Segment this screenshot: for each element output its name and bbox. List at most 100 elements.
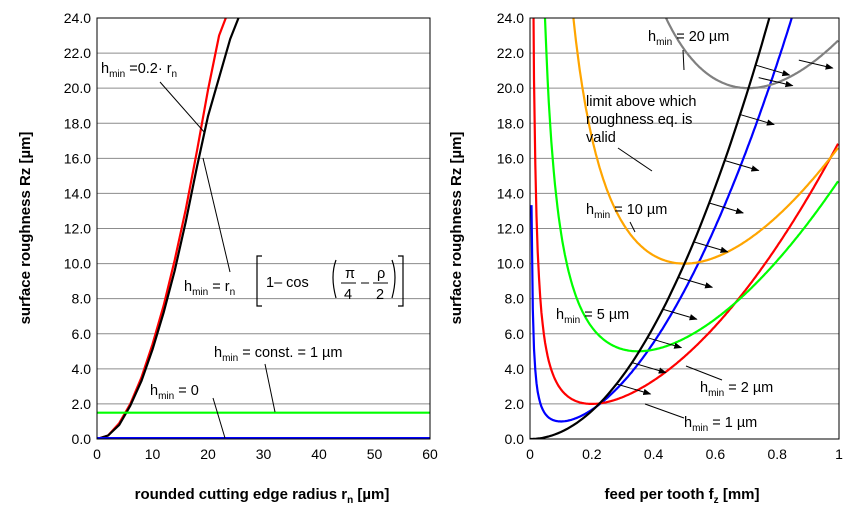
y-tick-label: 16.0 — [497, 150, 524, 166]
y-tick-label: 12.0 — [497, 221, 524, 237]
validity-arrow — [709, 202, 744, 214]
svg-text:2: 2 — [376, 287, 384, 303]
right-y-axis-title: surface roughness Rz [µm] — [448, 132, 465, 325]
left-gridlines — [97, 52, 430, 405]
y-tick-label: 2.0 — [505, 396, 525, 412]
x-tick-label: 1 — [835, 446, 843, 462]
svg-text:–: – — [361, 275, 370, 291]
leader-hmin-2 — [685, 365, 723, 381]
label-hmin-1: hmin = 1 µm — [684, 415, 757, 434]
left-series-line-1 — [97, 18, 240, 439]
y-tick-label: 8.0 — [505, 291, 525, 307]
left-y-axis-title: surface roughness Rz [µm] — [17, 132, 34, 325]
label-limit-line2: roughness eq. is — [586, 112, 692, 128]
x-tick-label: 0 — [526, 446, 534, 462]
y-tick-label: 22.0 — [497, 45, 524, 61]
y-tick-label: 20.0 — [497, 80, 524, 96]
x-tick-label: 0 — [93, 446, 101, 462]
bracket-left — [256, 255, 262, 307]
y-tick-label: 12.0 — [64, 221, 91, 237]
left-annotation-1-leader — [159, 81, 206, 134]
right-series — [530, 18, 839, 439]
validity-arrow — [755, 64, 791, 77]
leader-hmin-20 — [682, 49, 685, 71]
y-tick-label: 6.0 — [505, 326, 525, 342]
label-hmin-5: hmin = 5 µm — [556, 307, 629, 326]
validity-arrow — [739, 114, 775, 126]
y-tick-label: 14.0 — [64, 185, 91, 201]
right-series-line-4 — [664, 18, 839, 90]
left-annotation-zero: hmin = 0 — [150, 383, 199, 402]
y-tick-label: 10.0 — [497, 256, 524, 272]
leader-limit — [617, 147, 653, 172]
x-tick-label: 10 — [145, 446, 161, 462]
x-tick-label: 30 — [256, 446, 272, 462]
right-series-line-2 — [543, 18, 839, 353]
left-annotation-hmin-02rn: hmin =0.2· rn — [101, 61, 177, 80]
svg-text:ρ: ρ — [377, 266, 385, 282]
right-x-tick-labels: 0 0.2 0.4 0.6 0.8 1 — [526, 446, 843, 462]
leader-hmin-10 — [629, 221, 636, 233]
validity-arrow — [758, 77, 794, 88]
label-hmin-10: hmin = 10 µm — [586, 202, 667, 221]
x-tick-label: 50 — [367, 446, 383, 462]
right-x-axis-title: feed per tooth fz [mm] — [604, 486, 759, 505]
y-tick-label: 24.0 — [64, 10, 91, 26]
y-tick-label: 0.0 — [72, 431, 92, 447]
y-tick-label: 4.0 — [505, 361, 525, 377]
left-annotation-formula: hmin = rn 1– cos π 4 – ρ 2 — [184, 255, 404, 307]
validity-arrow — [631, 362, 667, 374]
validity-arrow — [662, 308, 698, 321]
right-validity-arrows — [616, 59, 834, 396]
y-tick-label: 2.0 — [72, 396, 92, 412]
y-tick-label: 20.0 — [64, 80, 91, 96]
y-tick-label: 6.0 — [72, 326, 92, 342]
leader-hmin-1 — [644, 403, 685, 419]
x-tick-label: 0.2 — [582, 446, 602, 462]
y-tick-label: 10.0 — [64, 256, 91, 272]
y-tick-label: 16.0 — [64, 150, 91, 166]
svg-text:hmin = rn: hmin = rn — [184, 279, 235, 298]
left-plot-frame — [96, 17, 431, 440]
x-tick-label: 20 — [200, 446, 216, 462]
right-series-line-1 — [532, 18, 839, 405]
label-limit-line1: limit above which — [586, 94, 696, 110]
right-plot-frame — [529, 17, 840, 440]
svg-text:1– cos: 1– cos — [266, 275, 309, 291]
right-series-line-3 — [572, 18, 839, 265]
svg-text:π: π — [345, 266, 355, 282]
paren-left — [332, 259, 337, 299]
y-tick-label: 18.0 — [497, 115, 524, 131]
y-tick-label: 22.0 — [64, 45, 91, 61]
y-tick-label: 24.0 — [497, 10, 524, 26]
right-y-tick-labels: 0.0 2.0 4.0 6.0 8.0 10.0 12.0 14.0 16.0 18.0 20.0 2… — [497, 10, 524, 447]
y-tick-label: 4.0 — [72, 361, 92, 377]
left-x-tick-labels: 0 10 20 30 40 50 60 — [93, 446, 438, 462]
right-series-line-0 — [530, 18, 793, 423]
right-series-line-5 — [530, 18, 771, 439]
left-y-tick-labels: 0.0 2.0 4.0 6.0 8.0 10.0 12.0 14.0 16.0 18.0 20.0 2… — [64, 10, 91, 447]
validity-arrow — [724, 160, 760, 172]
right-chart: 0.0 2.0 4.0 6.0 8.0 10.0 12.0 14.0 16.0 18.0 20.0 2… — [448, 10, 843, 505]
bracket-right — [398, 255, 404, 307]
paren-right — [391, 259, 396, 299]
validity-arrow — [647, 337, 683, 349]
left-annotation-3-leader — [264, 363, 276, 413]
left-annotation-4-leader — [212, 397, 226, 439]
y-tick-label: 8.0 — [72, 291, 92, 307]
left-annotation-const: hmin = const. = 1 µm — [214, 345, 342, 364]
left-chart: 0.0 2.0 4.0 6.0 8.0 10.0 12.0 14.0 16.0 18.0 20.0 2… — [17, 10, 438, 505]
x-tick-label: 40 — [311, 446, 327, 462]
label-hmin-2: hmin = 2 µm — [700, 380, 773, 399]
x-tick-label: 60 — [422, 446, 438, 462]
x-tick-label: 0.4 — [644, 446, 664, 462]
svg-text:4: 4 — [344, 287, 352, 303]
validity-arrow — [798, 59, 834, 70]
left-annotation-2-leader — [202, 157, 231, 273]
validity-arrow — [693, 241, 729, 253]
left-series — [97, 18, 430, 439]
label-limit-line3: valid — [586, 130, 616, 146]
left-x-axis-title: rounded cutting edge radius rn [µm] — [135, 486, 390, 505]
y-tick-label: 14.0 — [497, 185, 524, 201]
